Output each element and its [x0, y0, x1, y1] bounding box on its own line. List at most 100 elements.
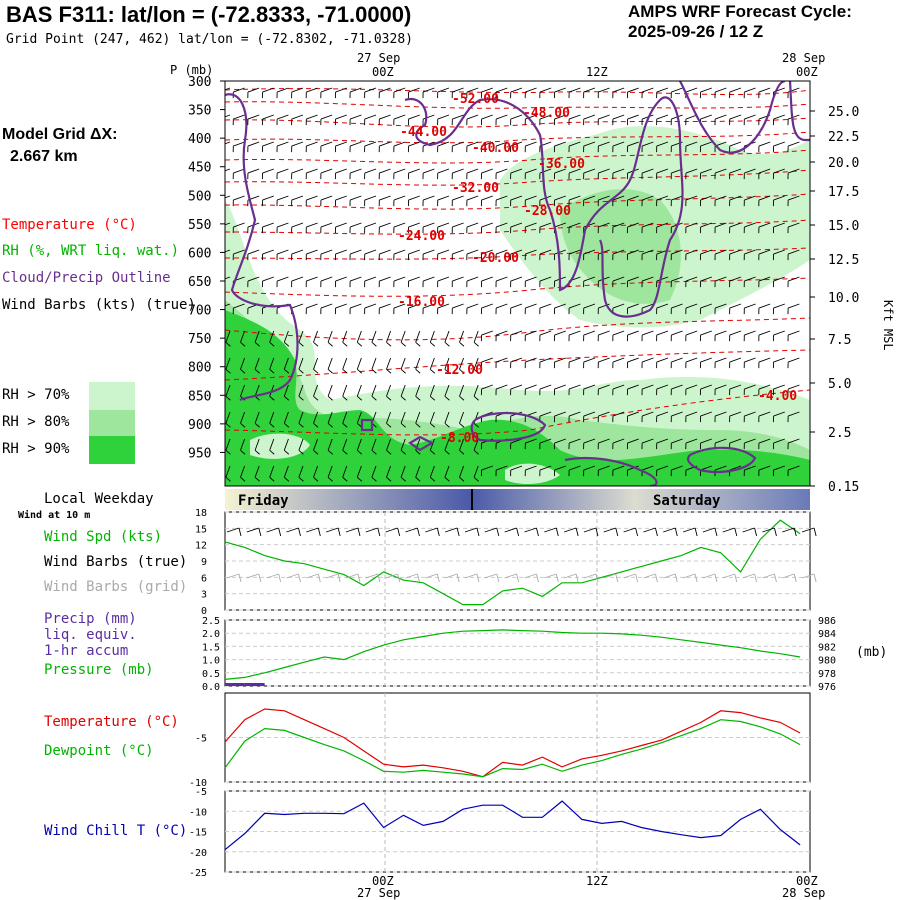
wind-barb — [379, 249, 391, 255]
wind-barb — [225, 303, 231, 307]
wind-barb — [481, 303, 493, 309]
wind-barb — [773, 276, 785, 282]
wind-barb — [379, 141, 391, 147]
wind-barb — [415, 357, 421, 370]
wind-barb — [583, 384, 596, 390]
wind-barb — [729, 222, 742, 228]
surface-barb-grid-flag — [635, 573, 639, 583]
wind-barb — [400, 384, 406, 397]
wind-barb — [568, 87, 581, 93]
wind-barb — [283, 438, 289, 451]
wind-barb-flag — [298, 368, 304, 374]
wind-barb — [598, 141, 610, 147]
wind-barb — [525, 141, 537, 147]
wind-barb — [437, 168, 450, 174]
wind-barb — [247, 168, 260, 174]
wind-barb-flag — [327, 341, 333, 347]
surface-barb-true — [286, 527, 299, 533]
wind-barb — [356, 411, 362, 424]
wind-barb — [356, 330, 362, 343]
surface-barb-true-flag — [476, 527, 480, 537]
wind-barb — [568, 222, 581, 228]
wind-barb — [327, 330, 333, 343]
wind-barb — [262, 222, 274, 228]
wind-barb-flag — [298, 449, 304, 455]
surface-barb-true-flag — [793, 527, 797, 537]
wind-barb — [598, 195, 610, 201]
wind-barb — [335, 114, 347, 120]
windchill-y-tick: -20 — [189, 848, 207, 859]
wind-barb — [313, 330, 319, 343]
surface-barb-true-flag — [258, 527, 262, 537]
surface-barb-true — [801, 527, 815, 533]
wind-barb — [262, 195, 274, 201]
surface-barb-grid-flag — [536, 573, 539, 583]
surface-barb-grid-flag — [298, 573, 301, 583]
wind-barb-flag — [283, 368, 290, 374]
surface-barb-true-flag — [278, 527, 282, 537]
wind-barb — [787, 222, 800, 228]
wind-barb — [641, 249, 654, 255]
wind-barb — [787, 303, 800, 309]
wind-barb — [393, 276, 406, 282]
wind-barb-flag — [254, 395, 260, 401]
wind-barb-flag — [459, 368, 465, 374]
wind-barb — [313, 465, 319, 478]
pressure-tick-label: 450 — [188, 161, 211, 176]
wind-barb — [641, 195, 654, 201]
wind-barb — [714, 384, 727, 390]
wind-barb — [641, 222, 654, 228]
wind-barb — [269, 438, 275, 451]
wind-barb — [320, 195, 333, 201]
wind-barb — [685, 303, 698, 309]
surface-barb-true-flag — [595, 527, 599, 537]
wind-barb-flag — [444, 341, 450, 347]
wind-barb — [656, 168, 669, 174]
wind-barb — [379, 276, 391, 282]
wind-barb — [568, 303, 581, 309]
wind-barb — [583, 411, 596, 417]
bottom-tick-12z: 12Z — [586, 874, 608, 888]
pressure-tick-label: 800 — [188, 361, 211, 376]
wind-barb — [283, 465, 289, 478]
surface-barb-grid-flag — [793, 573, 797, 583]
wind-barb — [444, 465, 450, 478]
wind-barb — [356, 438, 362, 451]
surface-barb-grid-flag — [317, 573, 321, 583]
wind-barb — [379, 195, 391, 201]
wind-barb — [262, 141, 274, 147]
wind-barb — [671, 384, 683, 390]
wind-barb — [342, 438, 348, 451]
surface-barb-grid-flag — [575, 573, 579, 583]
wind-barb — [349, 114, 362, 120]
wind-barb — [714, 222, 727, 228]
wind-barb — [758, 141, 771, 147]
iso-label-m24: -24.00 — [398, 229, 445, 244]
wind-barb-flag — [444, 395, 450, 401]
wind-y-tick: 0 — [201, 606, 207, 617]
wind-barb — [466, 168, 479, 174]
wind-barb — [320, 114, 333, 120]
wind-barb-flag — [400, 449, 406, 455]
wind-barb — [598, 438, 610, 444]
wind-barb — [539, 276, 552, 282]
wind-barb — [400, 438, 406, 451]
wind-barb-flag — [240, 422, 246, 428]
wind-barb-flag — [386, 368, 392, 374]
accum-label: 1-hr accum — [44, 643, 129, 659]
surface-barb-true-flag — [754, 527, 758, 537]
top-date-left: 27 Sep — [357, 51, 400, 65]
pressure-tick-label: 300 — [188, 75, 211, 90]
wind-barb — [254, 330, 260, 343]
wind-barb — [240, 465, 246, 478]
wind-barb — [247, 87, 260, 93]
surface-barb-true-flag — [357, 527, 361, 537]
wind-barb — [313, 411, 319, 424]
wind-barb — [276, 141, 289, 147]
wind-barb — [291, 168, 304, 174]
height-tick-label: 2.5 — [828, 426, 851, 441]
dewpoint-series-label: Dewpoint (°C) — [44, 743, 154, 759]
wind-barb — [225, 249, 231, 253]
wind-barb — [583, 87, 596, 93]
wind-y-tick: 12 — [195, 541, 207, 552]
